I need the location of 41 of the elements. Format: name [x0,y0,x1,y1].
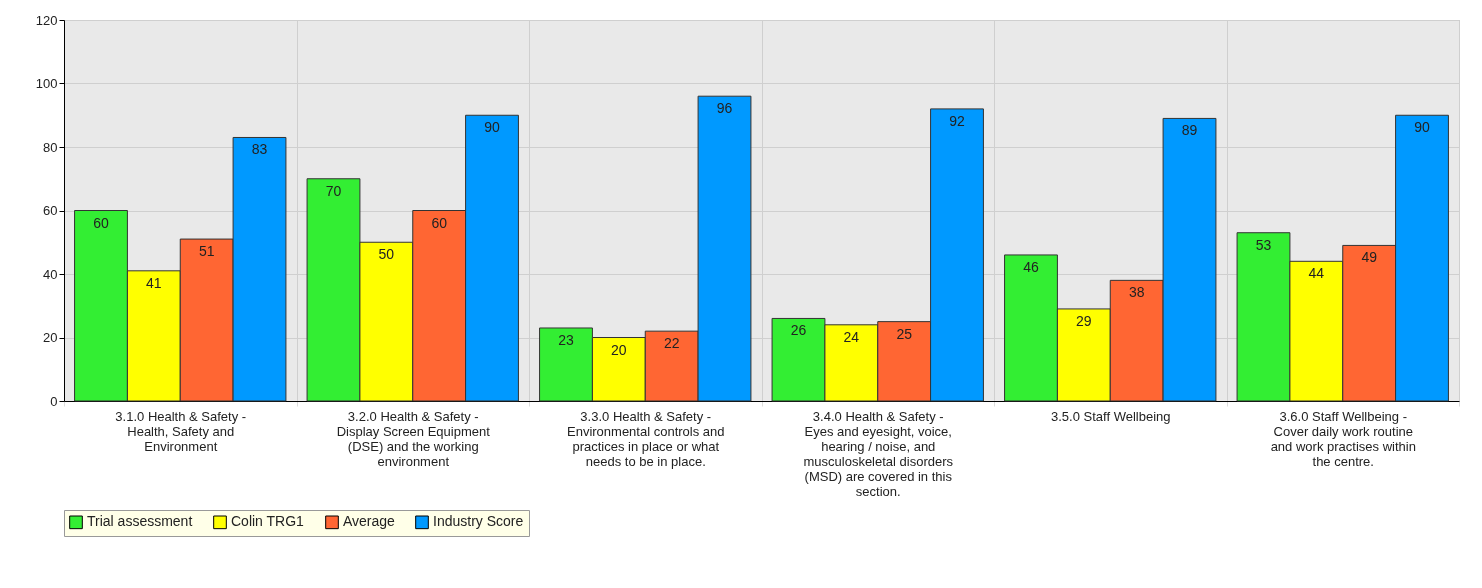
legend-label: Average [343,513,396,530]
data-label: 25 [896,325,913,342]
x-tick-label: 3.5.0 Staff Wellbeing [1051,408,1171,424]
y-tick-label: 40 [43,266,58,282]
data-label: 38 [1128,284,1145,301]
x-tick-label: 3.3.0 Health & Safety - Environmental controls and practices in place or what needs to be in place. [566,408,725,469]
y-tick-label: 60 [43,203,58,218]
data-label: 51 [198,243,215,260]
data-label: 24 [843,328,860,345]
x-tick-label: 3.6.0 Staff Wellbeing - Cover daily work routine and work practises within the centre. [1270,408,1416,469]
data-label: 29 [1076,312,1092,329]
data-label: 90 [1414,119,1431,136]
y-tick-label: 20 [43,330,58,345]
legend-label: Industry Score [433,513,524,530]
data-label: 53 [1255,236,1272,253]
legend-label: Colin TRG1 [231,513,305,530]
data-label: 83 [251,141,268,158]
data-label: 50 [378,246,395,263]
data-label: 49 [1361,249,1378,266]
data-label: 46 [1023,258,1039,275]
y-tick-label: 120 [35,12,58,28]
data-label: 22 [663,335,680,352]
data-label: 44 [1308,265,1325,282]
data-label: 60 [93,214,109,231]
data-label: 70 [325,182,342,199]
data-label: 96 [716,100,733,117]
data-label: 41 [146,274,162,291]
legend-label: Trial assessment [87,513,193,530]
y-tick-label: 100 [35,76,58,91]
data-label: 92 [949,112,966,129]
data-label: 20 [611,341,627,358]
data-label: 90 [484,119,501,136]
data-label: 60 [431,214,448,231]
x-tick-label: 3.2.0 Health & Safety - Display Screen Equipment (DSE) and the working environment [336,408,491,469]
y-tick-label: 0 [50,393,58,409]
data-label: 89 [1181,122,1198,139]
y-tick-label: 80 [43,139,58,155]
x-tick-label: 3.1.0 Health & Safety - Health, Safety and Environment [115,408,247,454]
data-label: 26 [790,322,807,339]
data-label: 23 [558,331,574,348]
x-tick-label: 3.4.0 Health & Safety - Eyes and eyesight, voice, hearing / noise, and musculoskeletal disorders (MSD) are covered in this section. [803,408,954,499]
